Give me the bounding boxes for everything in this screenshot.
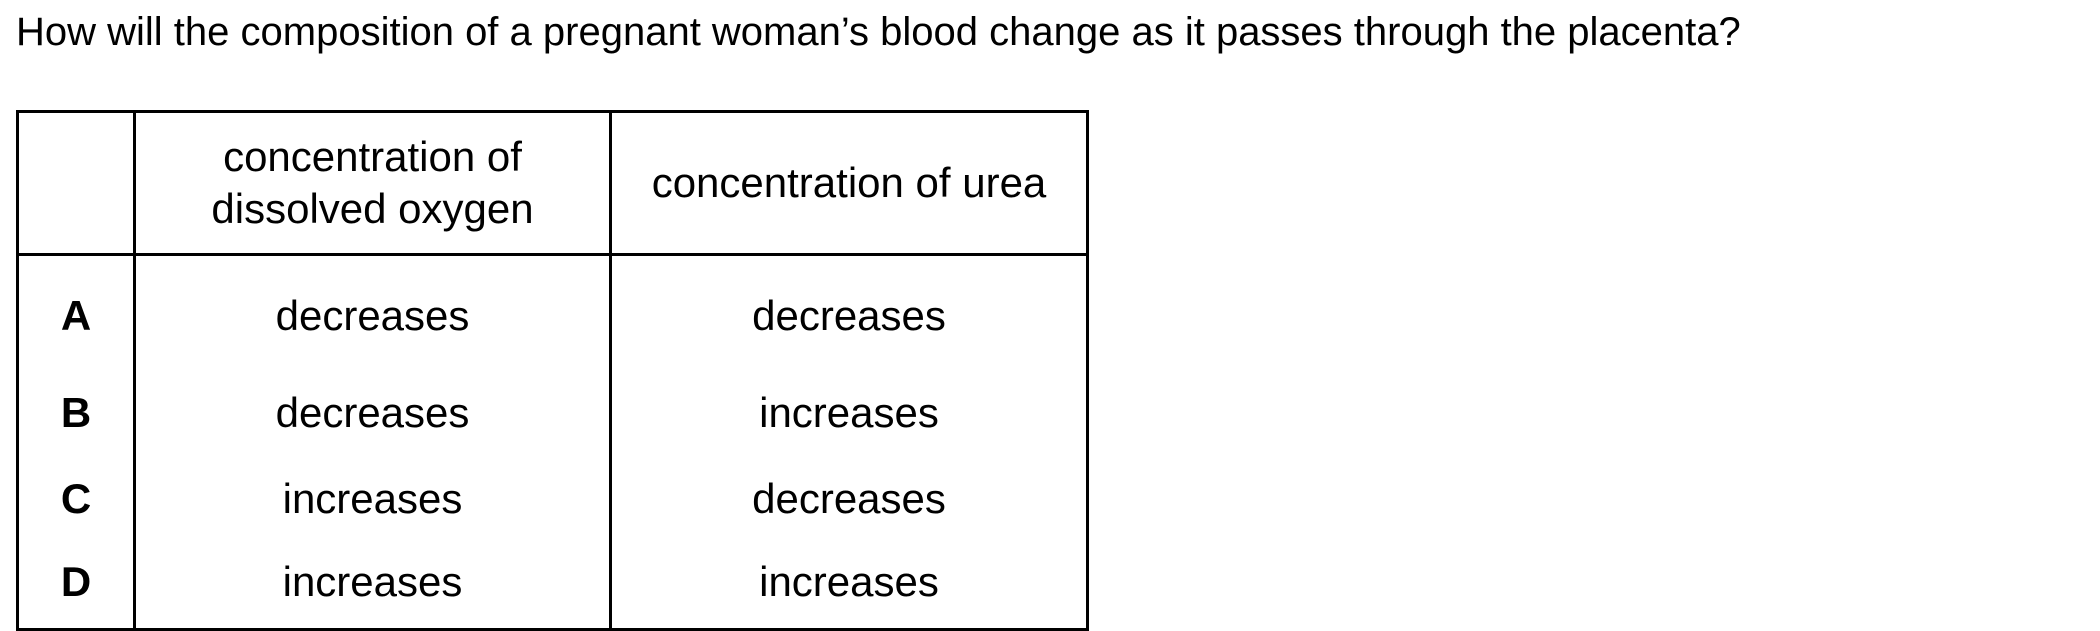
table-row: C increases decreases	[18, 456, 1088, 542]
header-urea: concentration of urea	[609, 111, 1088, 256]
oxygen-change: increases	[133, 456, 611, 542]
urea-change: decreases	[609, 254, 1088, 370]
table-row: A decreases decreases	[18, 254, 1088, 370]
header-dissolved-oxygen: concentration of dissolved oxygen	[133, 111, 611, 256]
option-key: C	[60, 475, 92, 522]
option-key: D	[60, 558, 92, 605]
question-text: How will the composition of a pregnant w…	[16, 10, 1741, 54]
answer-options-table: concentration of dissolved oxygen concen…	[16, 110, 1089, 631]
header-option-key	[17, 111, 135, 256]
table-row: D increases increases	[18, 542, 1088, 630]
urea-change: decreases	[609, 456, 1088, 542]
oxygen-change: decreases	[133, 370, 611, 456]
oxygen-change: increases	[133, 542, 611, 630]
table-row: B decreases increases	[18, 370, 1088, 456]
urea-change: increases	[609, 542, 1088, 630]
table-header-row: concentration of dissolved oxygen concen…	[17, 111, 1088, 256]
oxygen-change: decreases	[133, 254, 611, 370]
option-key: B	[60, 389, 92, 436]
option-key: A	[60, 292, 92, 339]
urea-change: increases	[609, 370, 1088, 456]
